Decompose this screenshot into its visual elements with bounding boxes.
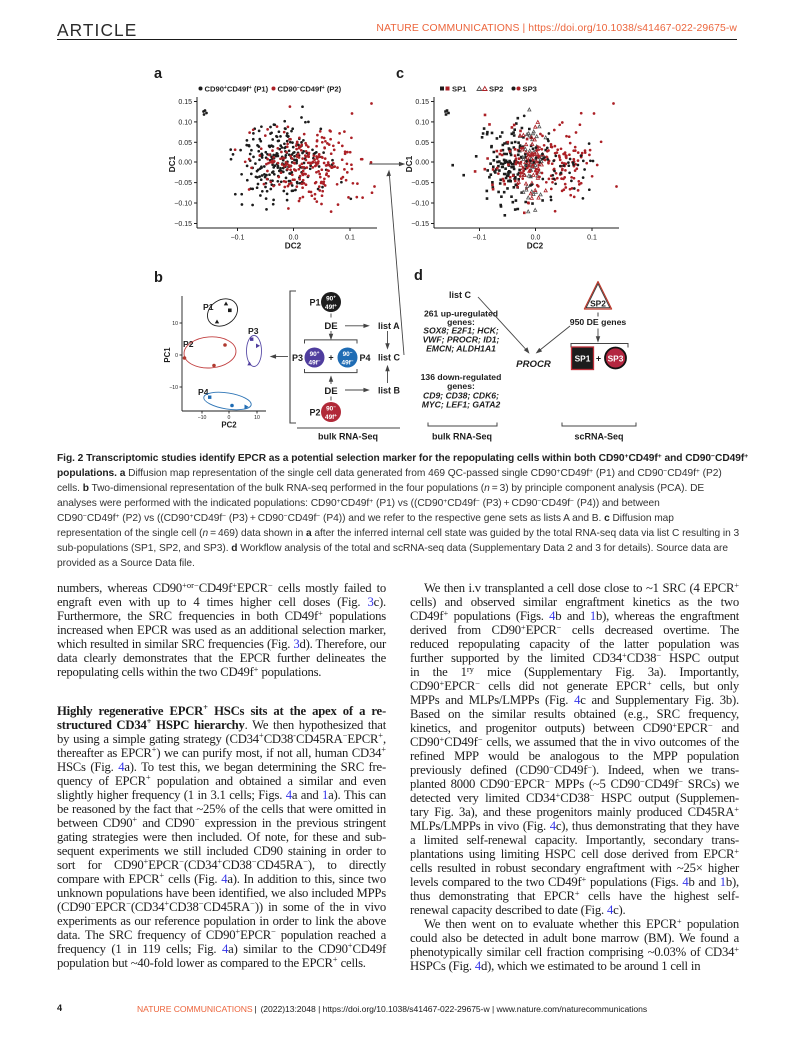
svg-text:DE: DE xyxy=(324,321,338,332)
svg-text:+: + xyxy=(596,354,601,364)
svg-text:SP3: SP3 xyxy=(608,354,624,364)
svg-text:0.10: 0.10 xyxy=(415,119,429,126)
svg-text:DC1: DC1 xyxy=(405,155,414,172)
svg-text:49f+: 49f+ xyxy=(325,303,337,311)
svg-text:EMCN; ALDH1A1: EMCN; ALDH1A1 xyxy=(426,344,496,354)
svg-text:bulk RNA-Seq: bulk RNA-Seq xyxy=(432,432,492,442)
svg-text:−0.10: −0.10 xyxy=(174,201,192,208)
svg-text:P4: P4 xyxy=(360,353,371,363)
svg-text:CD90+CD49f+ (P1): CD90+CD49f+ (P1) xyxy=(205,85,269,94)
svg-text:−0.1: −0.1 xyxy=(473,235,487,242)
svg-text:0.15: 0.15 xyxy=(178,99,192,106)
svg-text:−0.10: −0.10 xyxy=(411,201,429,208)
svg-text:P2: P2 xyxy=(309,408,320,418)
svg-text:90−: 90− xyxy=(343,350,353,358)
svg-text:genes:: genes: xyxy=(447,381,475,391)
svg-text:49f−: 49f− xyxy=(342,359,354,367)
svg-text:−10: −10 xyxy=(198,415,207,421)
svg-text:0.1: 0.1 xyxy=(587,235,597,242)
svg-text:DC2: DC2 xyxy=(527,242,544,251)
svg-text:a: a xyxy=(154,66,163,82)
svg-text:PC2: PC2 xyxy=(221,421,237,430)
svg-text:bulk RNA-Seq: bulk RNA-Seq xyxy=(318,432,378,442)
svg-text:list C: list C xyxy=(378,353,401,363)
svg-text:scRNA-Seq: scRNA-Seq xyxy=(574,432,623,442)
svg-text:DC2: DC2 xyxy=(285,242,302,251)
svg-text:0.05: 0.05 xyxy=(415,140,429,147)
svg-text:−0.05: −0.05 xyxy=(174,180,192,187)
svg-text:SP2: SP2 xyxy=(489,85,503,94)
svg-text:list C: list C xyxy=(449,290,472,300)
svg-text:0.15: 0.15 xyxy=(415,99,429,106)
svg-text:90+: 90+ xyxy=(310,350,320,358)
svg-text:10: 10 xyxy=(254,415,260,421)
svg-text:P1: P1 xyxy=(203,302,214,312)
svg-text:b: b xyxy=(154,270,163,286)
svg-text:0.00: 0.00 xyxy=(178,160,192,167)
svg-text:list B: list B xyxy=(378,386,401,396)
svg-text:0: 0 xyxy=(175,353,178,359)
svg-text:0.10: 0.10 xyxy=(178,119,192,126)
svg-text:c: c xyxy=(396,66,404,82)
svg-text:P1: P1 xyxy=(309,298,320,308)
svg-text:VWF; PROCR; ID1;: VWF; PROCR; ID1; xyxy=(423,335,500,345)
svg-text:DE: DE xyxy=(324,386,338,397)
svg-text:SP1: SP1 xyxy=(575,354,591,364)
svg-text:0.00: 0.00 xyxy=(415,160,429,167)
svg-text:49f+: 49f+ xyxy=(325,413,337,421)
svg-text:P2: P2 xyxy=(183,339,194,349)
svg-text:0.0: 0.0 xyxy=(531,235,541,242)
svg-text:10: 10 xyxy=(172,321,178,327)
svg-text:950 DE genes: 950 DE genes xyxy=(570,317,627,327)
svg-text:SP1: SP1 xyxy=(452,85,467,94)
svg-text:P4: P4 xyxy=(198,387,209,397)
svg-text:0: 0 xyxy=(228,415,231,421)
svg-text:CD9; CD38; CDK6;: CD9; CD38; CDK6; xyxy=(423,391,499,401)
svg-text:PROCR: PROCR xyxy=(516,359,551,370)
svg-text:261 up-uregulated: 261 up-uregulated xyxy=(424,309,498,319)
svg-text:d: d xyxy=(414,268,423,284)
svg-text:DC1: DC1 xyxy=(168,155,177,172)
svg-text:SOX8; E2F1; HCK;: SOX8; E2F1; HCK; xyxy=(423,326,499,336)
svg-text:−0.15: −0.15 xyxy=(411,221,429,228)
svg-text:MYC; LEF1; GATA2: MYC; LEF1; GATA2 xyxy=(422,400,501,410)
svg-text:−0.15: −0.15 xyxy=(174,221,192,228)
svg-text:−10: −10 xyxy=(169,385,178,391)
svg-text:−0.05: −0.05 xyxy=(411,180,429,187)
svg-text:P3: P3 xyxy=(248,326,259,336)
svg-text:P3: P3 xyxy=(292,353,303,363)
svg-text:136 down-regulated: 136 down-regulated xyxy=(421,372,502,382)
svg-text:90−: 90− xyxy=(326,405,336,413)
svg-text:0.1: 0.1 xyxy=(345,235,355,242)
svg-text:PC1: PC1 xyxy=(163,347,172,363)
svg-text:+: + xyxy=(328,353,333,363)
svg-text:list A: list A xyxy=(378,321,400,331)
svg-text:−0.1: −0.1 xyxy=(231,235,245,242)
svg-text:49f−: 49f− xyxy=(309,359,321,367)
svg-text:SP3: SP3 xyxy=(523,85,537,94)
svg-text:0.05: 0.05 xyxy=(178,140,192,147)
svg-text:90+: 90+ xyxy=(326,295,336,303)
svg-text:0.0: 0.0 xyxy=(289,235,299,242)
svg-text:CD90−CD49f+ (P2): CD90−CD49f+ (P2) xyxy=(278,85,342,94)
svg-text:genes:: genes: xyxy=(447,317,475,327)
svg-text:SP2: SP2 xyxy=(590,299,606,309)
